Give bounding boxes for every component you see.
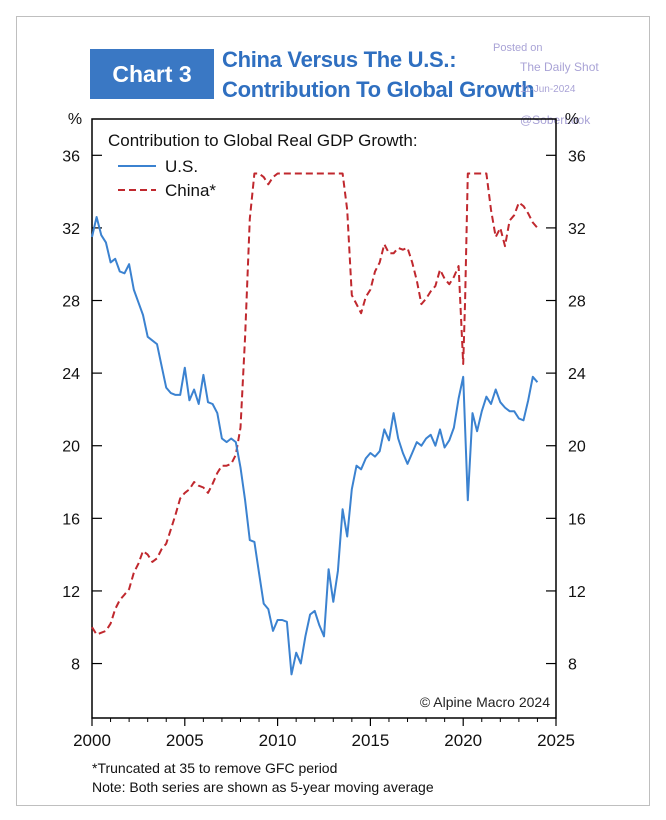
y-tick-label-left-12: 12 <box>62 584 80 601</box>
x-tick-label-2010: 2010 <box>259 731 297 750</box>
credit: © Alpine Macro 2024 <box>420 694 550 710</box>
watermark-posted: Posted on <box>493 42 543 54</box>
y-tick-label-right-12: 12 <box>568 584 586 601</box>
series-line-china <box>91 172 539 636</box>
y-tick-label-left-28: 28 <box>62 294 80 311</box>
series-line-us <box>91 216 539 676</box>
chart-number-badge: Chart 3 <box>90 49 214 99</box>
y-tick-label-right-36: 36 <box>568 148 586 165</box>
watermark-date: 11-Jun-2024 <box>520 84 576 95</box>
legend-label-china: China* <box>165 181 216 200</box>
y-tick-label-right-28: 28 <box>568 294 586 311</box>
x-tick-label-2025: 2025 <box>537 731 575 750</box>
x-tick-label-2015: 2015 <box>351 731 389 750</box>
y-tick-label-left-8: 8 <box>71 657 80 674</box>
chart-title-line1: China Versus The U.S.: <box>222 47 457 72</box>
y-tick-label-left-36: 36 <box>62 148 80 165</box>
chart-title-line2: Contribution To Global Growth <box>222 77 535 102</box>
y-tick-label-left-20: 20 <box>62 439 80 456</box>
y-tick-label-right-8: 8 <box>568 657 577 674</box>
legend-item-china: China* <box>118 181 216 200</box>
legend-item-us: U.S. <box>118 157 198 176</box>
footnote-truncation: *Truncated at 35 to remove GFC period <box>92 760 338 776</box>
y-tick-label-left-16: 16 <box>62 511 80 528</box>
y-tick-label-right-16: 16 <box>568 511 586 528</box>
y-tick-label-left-32: 32 <box>62 221 80 238</box>
y-axis-label-left: % <box>68 111 82 128</box>
y-tick-label-right-32: 32 <box>568 221 586 238</box>
y-tick-label-right-20: 20 <box>568 439 586 456</box>
watermark-handle: @SoberLook <box>520 113 591 127</box>
x-tick-label-2000: 2000 <box>73 731 111 750</box>
x-tick-label-2020: 2020 <box>444 731 482 750</box>
footnote-moving-average: Note: Both series are shown as 5-year mo… <box>92 779 434 795</box>
y-tick-label-left-24: 24 <box>62 366 80 383</box>
x-tick-label-2005: 2005 <box>166 731 204 750</box>
chart-title: China Versus The U.S.: Contribution To G… <box>222 45 535 105</box>
legend-label-us: U.S. <box>165 157 198 176</box>
legend-title: Contribution to Global Real GDP Growth: <box>108 131 418 150</box>
series-layer <box>91 172 539 676</box>
plot-area <box>91 118 557 719</box>
y-tick-label-right-24: 24 <box>568 366 586 383</box>
y-axis-label-right: % <box>565 111 579 128</box>
watermark-source: The Daily Shot <box>520 60 599 74</box>
chart-frame <box>16 16 650 806</box>
